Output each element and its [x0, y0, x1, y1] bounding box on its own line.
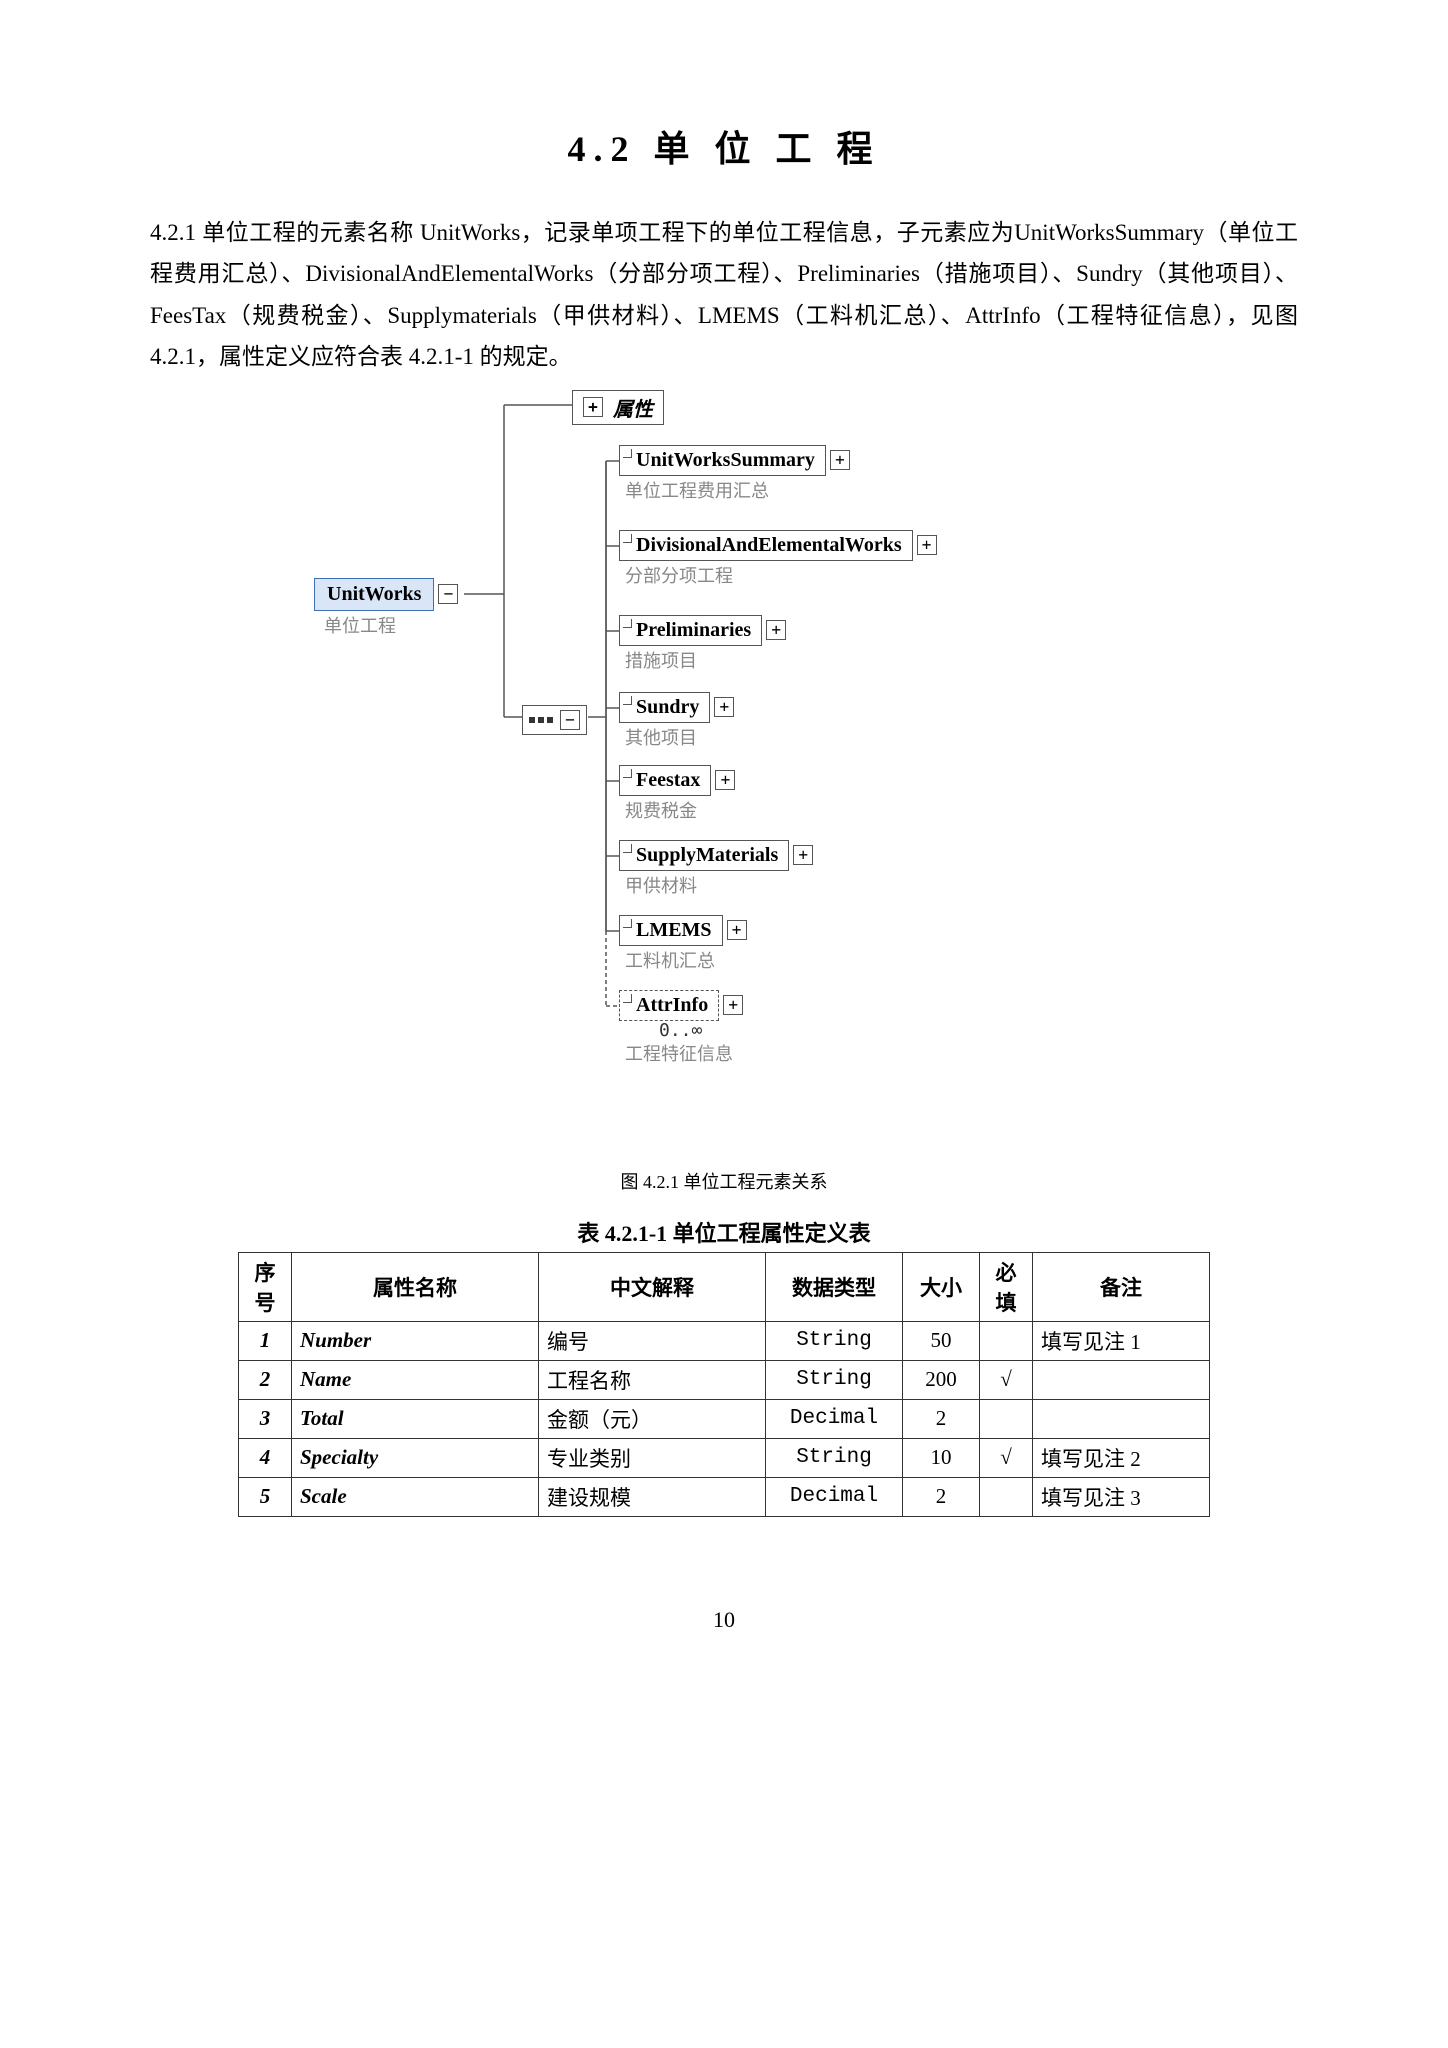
diagram-sequence-icon: − [522, 705, 587, 735]
diagram-root-node: UnitWorks− [314, 578, 458, 611]
table-header: 必填 [980, 1252, 1033, 1321]
table-row: 1Number编号String50填写见注 1 [239, 1321, 1210, 1360]
diagram-attribute-node: +属性 [572, 390, 664, 425]
page-number: 10 [150, 1607, 1298, 1633]
table-row: 5Scale建设规模Decimal2填写见注 3 [239, 1477, 1210, 1516]
table-header: 序号 [239, 1252, 292, 1321]
table-row: 2Name工程名称String200√ [239, 1360, 1210, 1399]
table-row: 4Specialty专业类别String10√填写见注 2 [239, 1438, 1210, 1477]
diagram-child-node: Sundry+ [619, 692, 734, 723]
figure-caption: 图 4.2.1 单位工程元素关系 [150, 1168, 1298, 1194]
table-header: 备注 [1033, 1252, 1210, 1321]
diagram-child-node: AttrInfo+ [619, 990, 743, 1021]
diagram-child-node: Preliminaries+ [619, 615, 786, 646]
table-caption: 表 4.2.1-1 单位工程属性定义表 [150, 1216, 1298, 1248]
diagram-child-node: UnitWorksSummary+ [619, 445, 850, 476]
section-title: 4.2 单 位 工 程 [150, 120, 1298, 172]
table-header: 中文解释 [539, 1252, 766, 1321]
diagram-child-node: SupplyMaterials+ [619, 840, 813, 871]
intro-paragraph: 4.2.1 单位工程的元素名称 UnitWorks，记录单项工程下的单位工程信息… [150, 212, 1298, 378]
diagram-child-node: Feestax+ [619, 765, 735, 796]
schema-diagram: UnitWorks−单位工程+属性−UnitWorksSummary+单位工程费… [314, 390, 1134, 1160]
attribute-table: 序号属性名称中文解释数据类型大小必填备注 1Number编号String50填写… [238, 1252, 1210, 1517]
diagram-child-node: LMEMS+ [619, 915, 747, 946]
table-header: 数据类型 [766, 1252, 903, 1321]
diagram-child-node: DivisionalAndElementalWorks+ [619, 530, 937, 561]
table-row: 3Total金额（元）Decimal2 [239, 1399, 1210, 1438]
table-header: 属性名称 [292, 1252, 539, 1321]
table-header: 大小 [903, 1252, 980, 1321]
